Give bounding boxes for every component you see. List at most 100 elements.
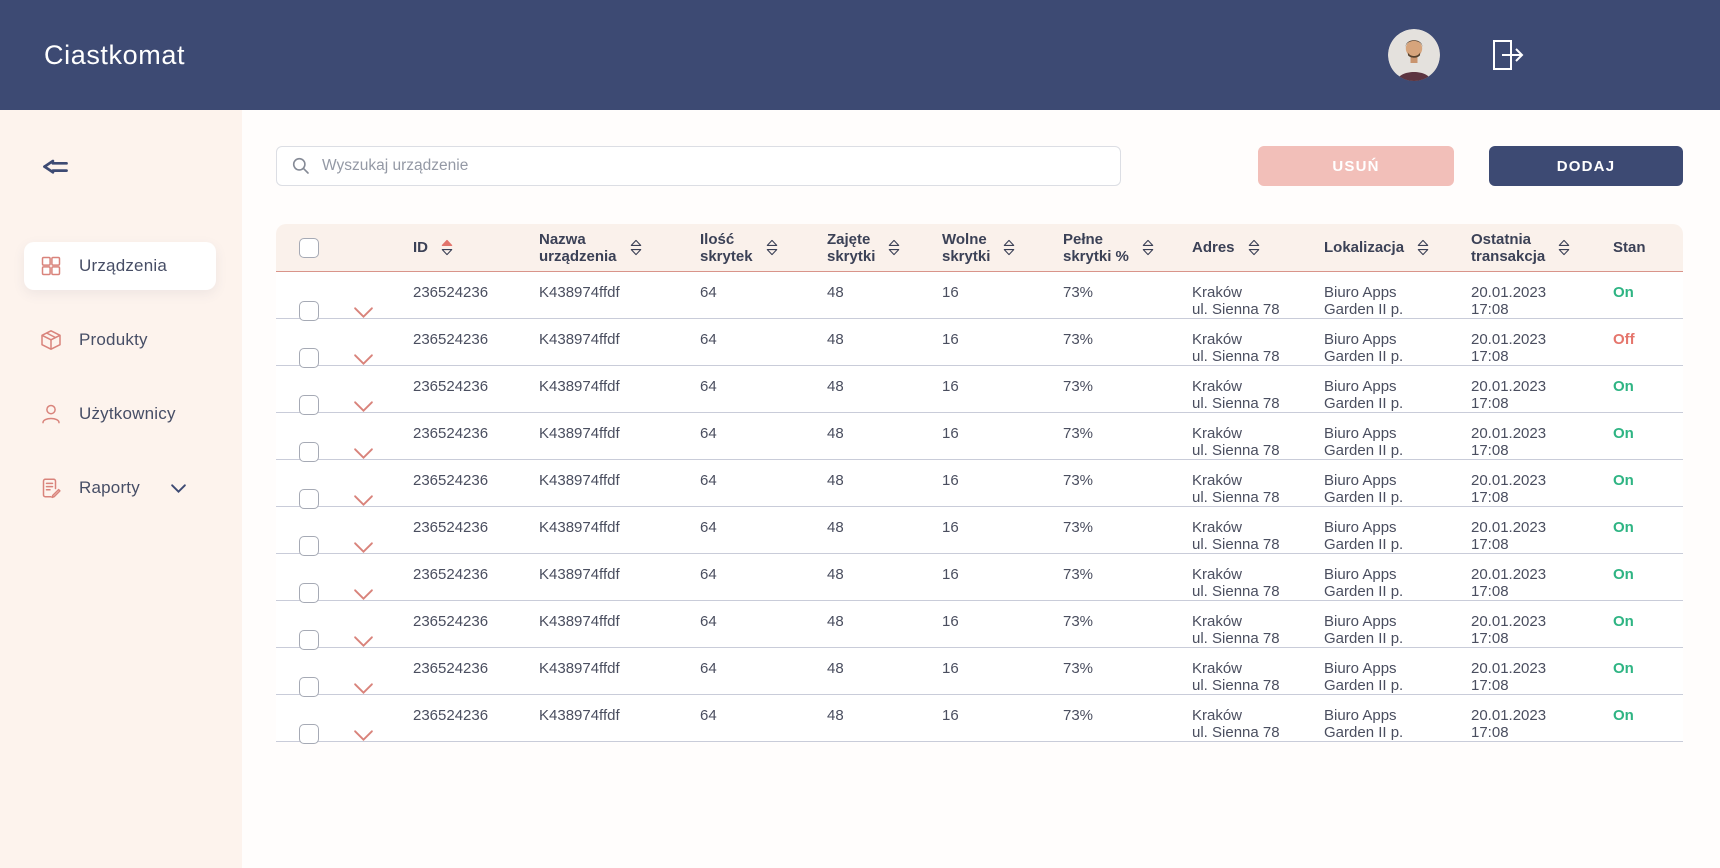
sidebar: Urządzenia Produkty Użytkownicy [0,110,242,868]
collapse-sidebar-button[interactable] [40,156,70,182]
cell-full-percent: 73% [1063,507,1192,560]
column-header-last_transaction[interactable]: Ostatnia transakcja [1471,231,1613,265]
row-checkbox[interactable] [299,677,319,697]
add-button[interactable]: DODAJ [1489,146,1683,186]
cell-full-percent: 73% [1063,695,1192,748]
cell-address: Kraków ul. Sienna 78 [1192,554,1324,607]
table-row: 236524236 K438974ffdf 64 48 16 73% Krakó… [276,648,1683,695]
cell-full-percent: 73% [1063,272,1192,325]
chevron-down-icon[interactable] [170,483,187,494]
column-header-status[interactable]: Stan [1613,239,1683,256]
collapse-sidebar-icon [40,156,70,179]
sort-icon[interactable] [441,239,453,256]
row-checkbox[interactable] [299,489,319,509]
cell-name: K438974ffdf [539,413,700,466]
cell-full-percent: 73% [1063,554,1192,607]
cell-name: K438974ffdf [539,601,700,654]
search-input[interactable] [322,157,1106,175]
row-checkbox[interactable] [299,442,319,462]
cell-status: On [1613,648,1683,701]
column-header-total_lockers[interactable]: Ilość skrytek [700,231,827,265]
expand-row-icon[interactable] [353,447,374,460]
cell-last-transaction: 20.01.2023 17:08 [1471,460,1613,513]
row-checkbox[interactable] [299,536,319,556]
row-checkbox[interactable] [299,395,319,415]
cell-location: Biuro Apps Garden II p. [1324,366,1471,419]
column-header-label: ID [413,239,428,256]
sort-icon[interactable] [888,239,900,256]
expand-row-icon[interactable] [353,588,374,601]
expand-row-icon[interactable] [353,400,374,413]
cell-location: Biuro Apps Garden II p. [1324,460,1471,513]
user-avatar[interactable] [1388,29,1440,81]
column-header-address[interactable]: Adres [1192,239,1324,256]
sort-icon[interactable] [1142,239,1154,256]
expand-row-icon[interactable] [353,541,374,554]
sort-icon[interactable] [1248,239,1260,256]
column-header-label: Lokalizacja [1324,239,1404,256]
sort-icon[interactable] [1003,239,1015,256]
expand-row-icon[interactable] [353,635,374,648]
cell-total-lockers: 64 [700,601,827,654]
column-header-full_pct[interactable]: Pełne skrytki % [1063,231,1192,265]
column-header-occupied_lockers[interactable]: Zajęte skrytki [827,231,942,265]
expand-row-icon[interactable] [353,306,374,319]
row-checkbox[interactable] [299,301,319,321]
column-header-location[interactable]: Lokalizacja [1324,239,1471,256]
expand-row-icon[interactable] [353,494,374,507]
cell-location: Biuro Apps Garden II p. [1324,413,1471,466]
cell-name: K438974ffdf [539,319,700,372]
topbar: Ciastkomat [0,0,1720,110]
select-all-checkbox[interactable] [299,238,319,258]
cell-id: 236524236 [413,695,539,748]
cell-name: K438974ffdf [539,366,700,419]
column-header-name[interactable]: Nazwa urządzenia [539,231,700,265]
table-row: 236524236 K438974ffdf 64 48 16 73% Krakó… [276,695,1683,742]
cell-id: 236524236 [413,272,539,325]
column-header-id[interactable]: ID [413,239,539,256]
cell-full-percent: 73% [1063,319,1192,372]
cell-name: K438974ffdf [539,554,700,607]
cell-status: On [1613,507,1683,560]
table-row: 236524236 K438974ffdf 64 48 16 73% Krakó… [276,366,1683,413]
sidebar-item-uzytkownicy[interactable]: Użytkownicy [24,390,216,438]
column-header-free_lockers[interactable]: Wolne skrytki [942,231,1063,265]
sidebar-item-label: Raporty [79,478,140,498]
expand-row-icon[interactable] [353,729,374,742]
cell-status: On [1613,460,1683,513]
sidebar-item-produkty[interactable]: Produkty [24,316,216,364]
cell-address: Kraków ul. Sienna 78 [1192,413,1324,466]
table-row: 236524236 K438974ffdf 64 48 16 73% Krakó… [276,413,1683,460]
cell-last-transaction: 20.01.2023 17:08 [1471,272,1613,325]
cell-address: Kraków ul. Sienna 78 [1192,507,1324,560]
row-checkbox[interactable] [299,583,319,603]
sort-icon[interactable] [766,239,778,256]
table-body: 236524236 K438974ffdf 64 48 16 73% Krakó… [276,272,1683,742]
expand-row-icon[interactable] [353,353,374,366]
cell-last-transaction: 20.01.2023 17:08 [1471,319,1613,372]
cell-occupied-lockers: 48 [827,366,942,419]
sort-icon[interactable] [630,239,642,256]
app-title: Ciastkomat [44,40,185,71]
cell-location: Biuro Apps Garden II p. [1324,554,1471,607]
sidebar-item-raporty[interactable]: Raporty [24,464,216,512]
logout-icon [1487,35,1527,75]
delete-button[interactable]: USUŃ [1258,146,1454,186]
search-box[interactable] [276,146,1121,186]
expand-row-icon[interactable] [353,682,374,695]
row-checkbox[interactable] [299,348,319,368]
row-checkbox[interactable] [299,630,319,650]
cell-last-transaction: 20.01.2023 17:08 [1471,554,1613,607]
report-icon [39,476,63,500]
logout-button[interactable] [1486,34,1528,76]
cell-full-percent: 73% [1063,648,1192,701]
cell-total-lockers: 64 [700,507,827,560]
sort-icon[interactable] [1558,239,1570,256]
cell-id: 236524236 [413,507,539,560]
table-row: 236524236 K438974ffdf 64 48 16 73% Krakó… [276,272,1683,319]
sort-icon[interactable] [1417,239,1429,256]
cell-location: Biuro Apps Garden II p. [1324,695,1471,748]
cell-free-lockers: 16 [942,601,1063,654]
row-checkbox[interactable] [299,724,319,744]
sidebar-item-urzadzenia[interactable]: Urządzenia [24,242,216,290]
